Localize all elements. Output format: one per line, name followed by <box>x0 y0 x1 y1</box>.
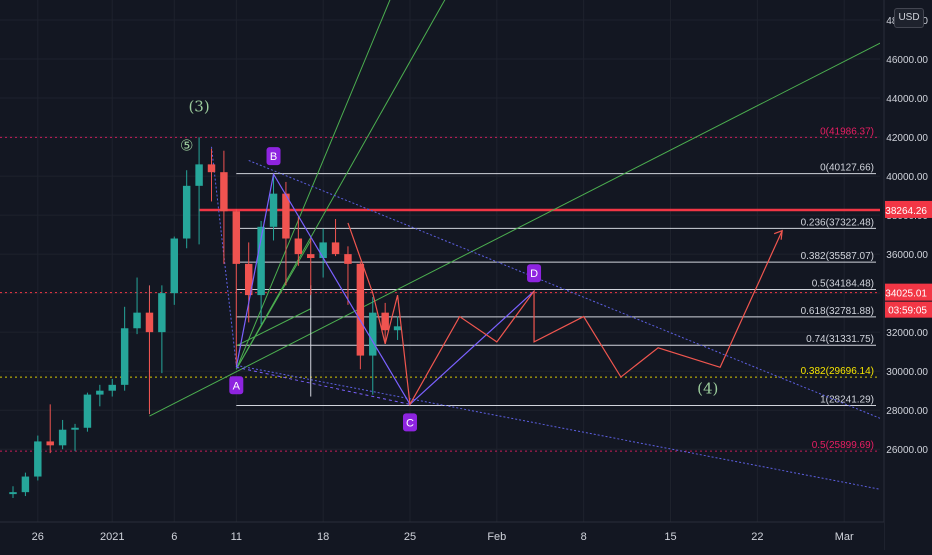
price-tick-label: 44000.00 <box>886 94 928 105</box>
countdown-tag <box>885 301 932 318</box>
fib-level-label: 1(28241.29) <box>820 394 874 405</box>
pattern-point-badge <box>229 376 244 395</box>
candles <box>9 137 402 498</box>
price-tick-label: 36000.00 <box>886 250 928 261</box>
candle-body <box>46 441 54 446</box>
fib-level-label: 0(40127.66) <box>820 163 874 174</box>
pattern-point-label: B <box>270 151 277 163</box>
wave-label: (3) <box>188 98 209 116</box>
candle-body <box>170 238 178 294</box>
time-axis-background <box>0 522 884 550</box>
currency-button[interactable]: USD <box>894 8 924 28</box>
trend-line <box>236 308 311 347</box>
fib-level-label: 0.382(29696.14) <box>801 366 874 377</box>
candle-body <box>83 394 92 428</box>
price-tag <box>885 283 932 301</box>
fib-level-label: 0.5(25899.69) <box>812 440 874 451</box>
candle-body <box>344 254 352 264</box>
fib-level-label: 0.74(31331.75) <box>806 334 874 345</box>
candle-body <box>232 211 241 264</box>
candle-body <box>220 172 228 212</box>
candle-body <box>319 242 327 259</box>
candle-body <box>9 492 17 495</box>
candle-body <box>257 226 265 296</box>
candle-body <box>307 254 315 259</box>
plot-area: 0(41986.37) 0(40127.66) 0.236(37322.48) 0.3… <box>0 0 880 498</box>
pattern-point-badge <box>402 413 417 432</box>
time-tick-label: 8 <box>581 531 587 543</box>
price-tick-label: 26000.00 <box>886 445 928 456</box>
wave-label: (4) <box>697 380 718 398</box>
grid <box>0 0 880 522</box>
pattern-point-label: A <box>233 380 241 392</box>
candle-body <box>71 427 79 430</box>
abcd-pattern-line <box>235 172 535 406</box>
fib-level-label: 0.618(32781.88) <box>801 306 874 317</box>
candle-body <box>120 328 129 385</box>
time-tick-label: 22 <box>751 531 763 543</box>
fib-level-label: 0.382(35587.07) <box>801 251 874 262</box>
time-tick-label: 15 <box>664 531 676 543</box>
price-tick-label: 46000.00 <box>886 55 928 66</box>
projection-line <box>347 222 783 407</box>
price-tick-label: 42000.00 <box>886 133 928 144</box>
trend-line <box>149 42 880 417</box>
pattern-point-badge <box>527 264 542 283</box>
price-tick-label: 28000.00 <box>886 406 928 417</box>
candle-body <box>393 326 402 331</box>
candle-body <box>58 429 67 446</box>
time-tick-label: 2021 <box>100 531 124 543</box>
candle-body <box>269 193 278 227</box>
time-axis: 26 2021 6 11 18 25 Feb 8 15 22 Mar <box>0 521 884 550</box>
projection-arrow-head <box>773 229 783 240</box>
time-tick-label: 11 <box>231 531 242 543</box>
trend-line <box>235 0 391 370</box>
candle-body <box>294 238 303 255</box>
candle-body <box>356 263 365 356</box>
candle-body <box>145 312 154 333</box>
time-tick-label: 26 <box>32 531 44 543</box>
trend-line <box>248 160 880 419</box>
countdown-label: 03:59:05 <box>888 306 927 317</box>
time-tick-label: Feb <box>487 531 506 543</box>
candle-body <box>21 476 30 493</box>
time-tick-label: Mar <box>835 531 854 543</box>
price-tag-label: 34025.01 <box>885 289 927 300</box>
price-tag-label: 38264.26 <box>885 206 927 217</box>
price-tick-label: 32000.00 <box>886 328 928 339</box>
fib-level-label: 0.236(37322.48) <box>801 217 874 228</box>
candle-body <box>195 164 203 186</box>
time-tick-label: 6 <box>171 531 177 543</box>
wave-label: ⑤ <box>180 137 193 155</box>
price-tick-label: 30000.00 <box>886 367 928 378</box>
candle-body <box>244 263 253 296</box>
price-tag <box>885 200 932 218</box>
candle-body <box>158 293 166 333</box>
candle-body <box>34 441 42 477</box>
candle-body <box>282 193 290 239</box>
candle-body <box>331 242 340 255</box>
pattern-point-label: D <box>530 268 538 280</box>
candle-body <box>108 384 116 391</box>
candle-body <box>207 164 216 173</box>
candle-body <box>369 312 377 356</box>
candle-body <box>381 312 389 331</box>
price-tick-label: 40000.00 <box>886 172 928 183</box>
candle-body <box>182 185 191 239</box>
pattern-point-badge <box>266 147 281 166</box>
fib-level-label: 0(41986.37) <box>820 126 874 137</box>
candle-body <box>133 312 141 329</box>
pattern-point-label: C <box>406 417 414 429</box>
trend-line <box>235 0 446 370</box>
fib-level-label: 0.5(34184.48) <box>812 279 874 290</box>
candle-body <box>96 390 104 395</box>
time-tick-label: 18 <box>317 531 329 543</box>
time-tick-label: 25 <box>404 531 416 543</box>
